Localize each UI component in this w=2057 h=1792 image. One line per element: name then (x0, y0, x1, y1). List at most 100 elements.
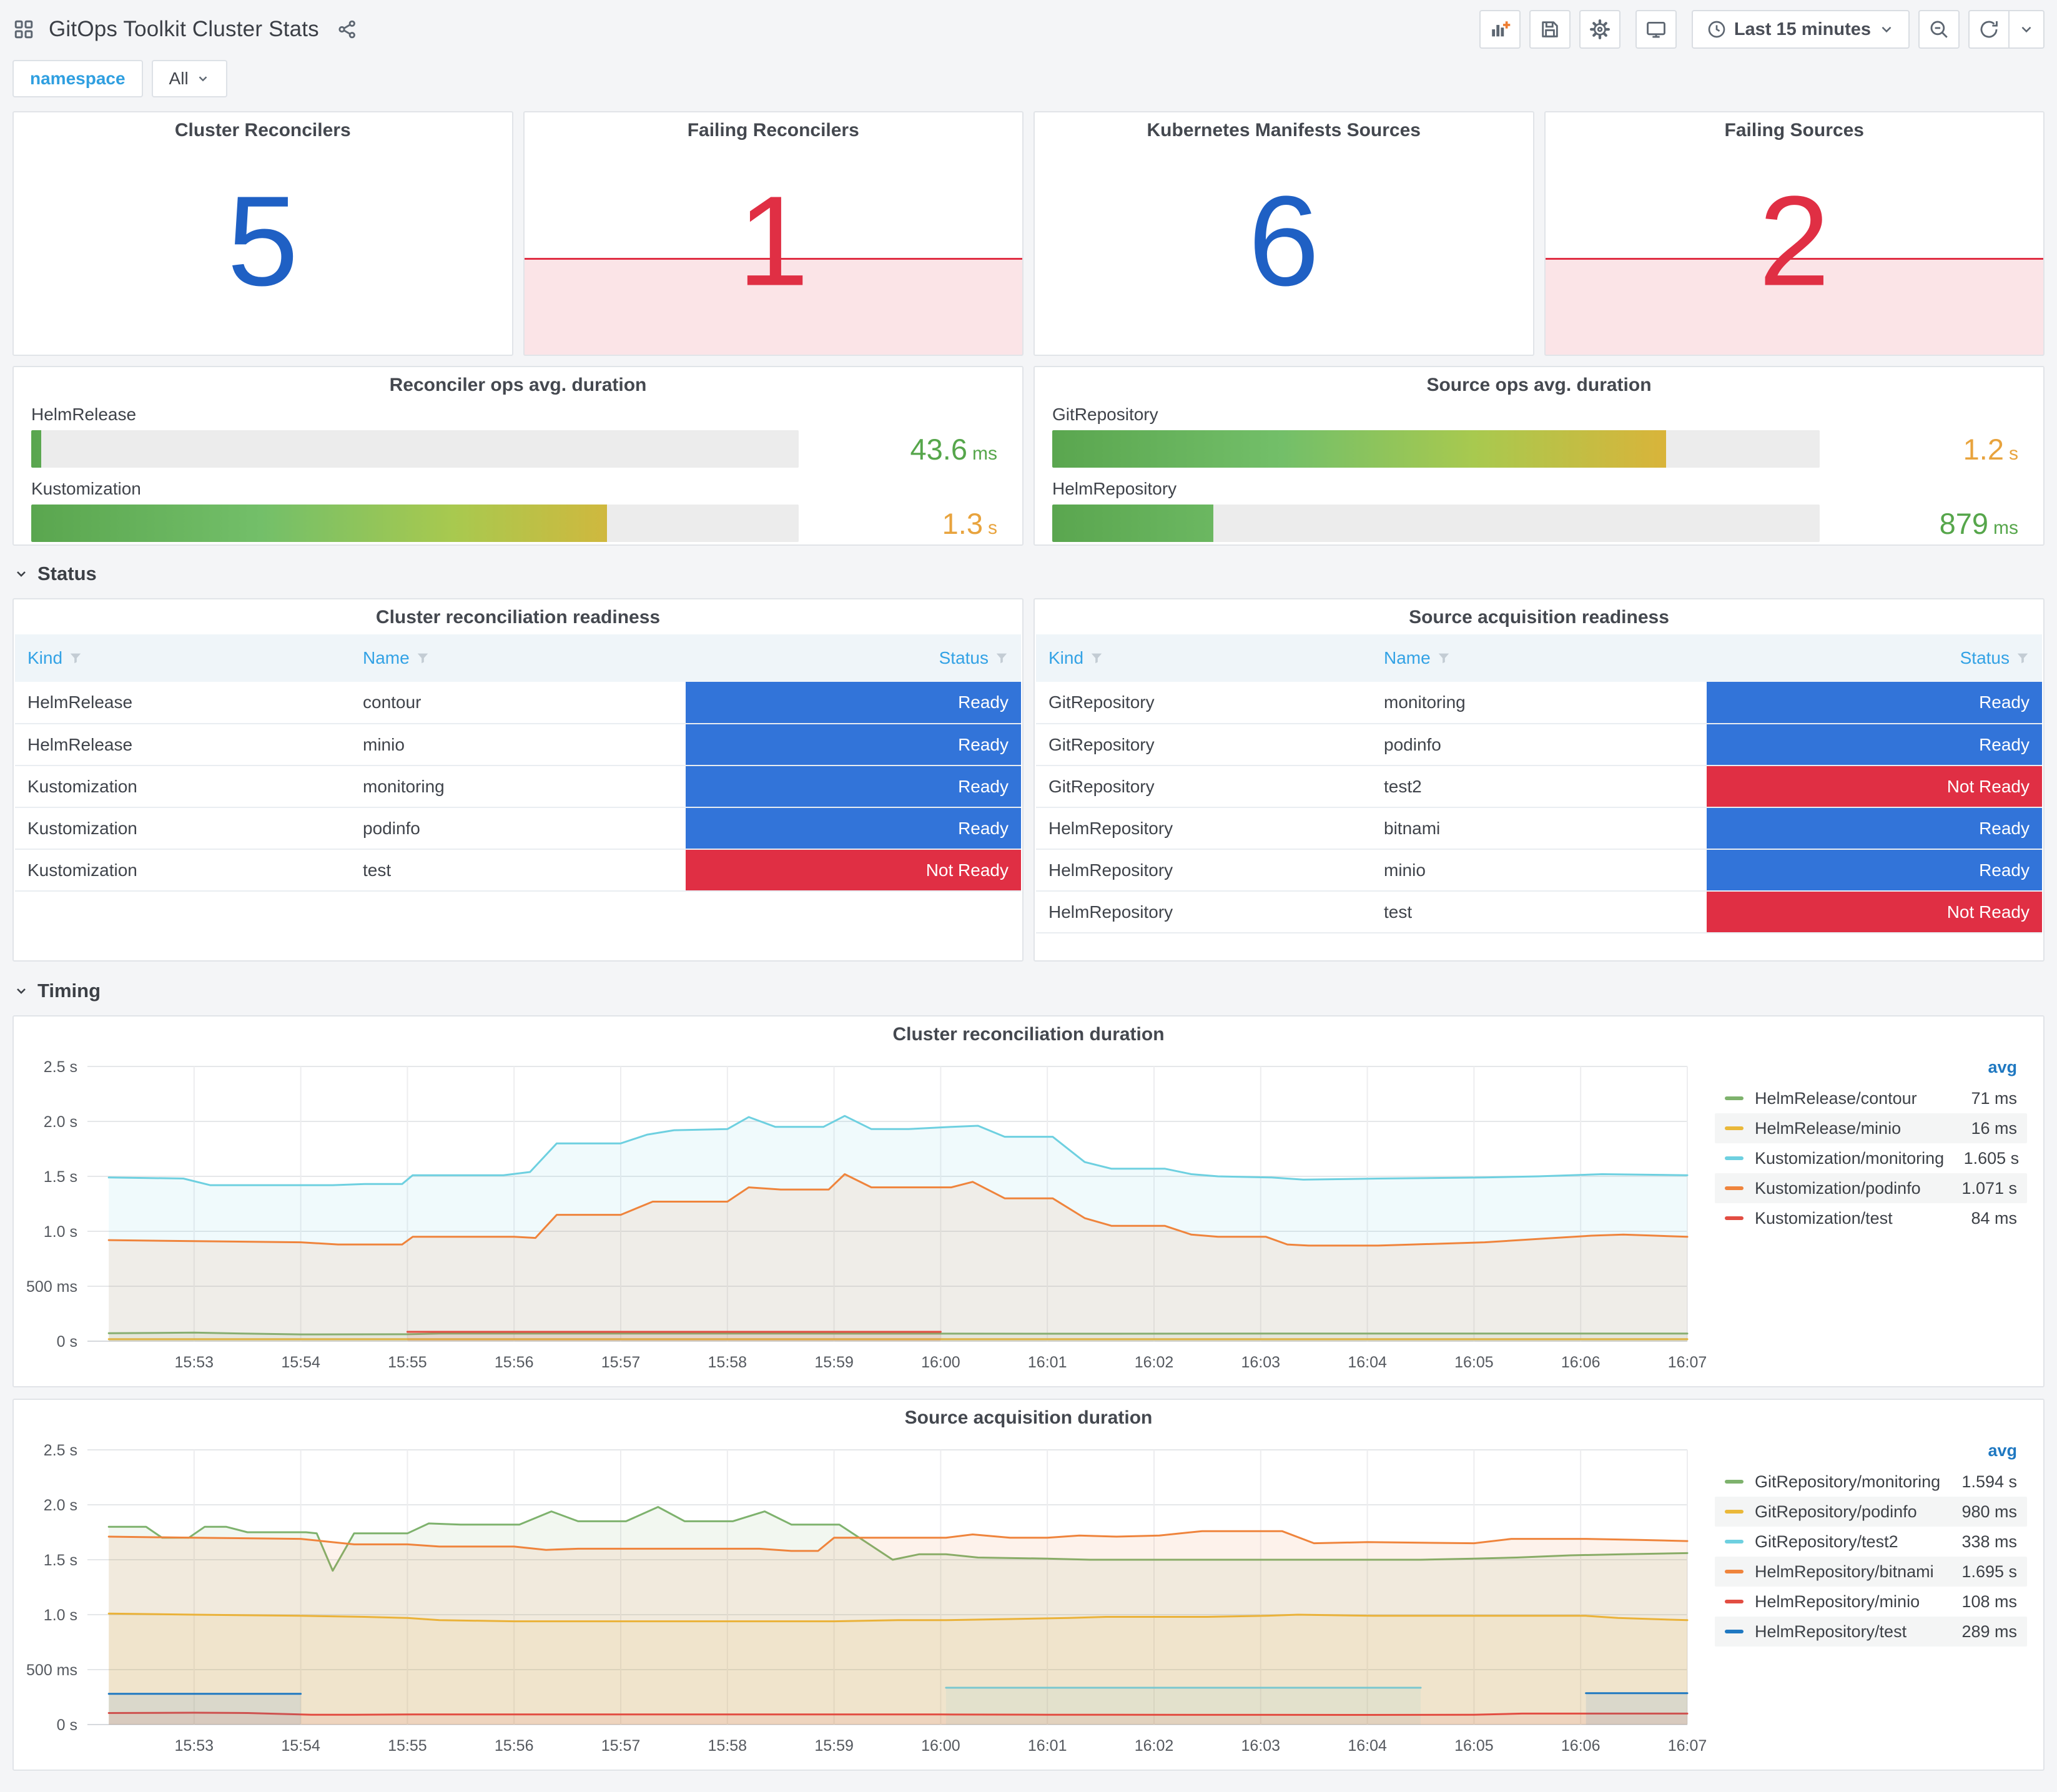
panel-title[interactable]: Kubernetes Manifests Sources (1147, 120, 1421, 140)
filter-funnel-icon[interactable] (1437, 651, 1451, 665)
alert-fill (1545, 257, 2043, 355)
svg-text:2.5 s: 2.5 s (44, 1058, 77, 1076)
legend-series-dash (1725, 1096, 1744, 1100)
bargauge-body: GitRepository 1.2 s HelmRepository 879 ms (1035, 367, 2043, 542)
filter-funnel-icon[interactable] (416, 651, 430, 665)
cell-name: contour (350, 682, 686, 724)
column-header-status[interactable]: Status (686, 634, 1021, 682)
stat-panel-failing-sources: Failing Sources 2 (1544, 111, 2045, 356)
legend-series-dash (1725, 1216, 1744, 1220)
bar-gauge-fill (1052, 430, 1667, 468)
legend-item-helmrepository-bitnami[interactable]: HelmRepository/bitnami 1.695 s (1715, 1557, 2027, 1587)
legend-series-avg: 108 ms (1961, 1592, 2017, 1611)
panel-title[interactable]: Source acquisition readiness (1409, 607, 1669, 628)
bar-gauge-value: 1.3 s (799, 506, 1005, 541)
chart-plot-area: 0 s 500 ms 1.0 s 1.5 s 2.0 s 2.5 s 15:53 15:54 1… (26, 1442, 1707, 1755)
cycle-view-mode-button[interactable] (1635, 10, 1677, 49)
svg-text:15:56: 15:56 (495, 1737, 534, 1755)
legend-item-kustomization-test[interactable]: Kustomization/test 84 ms (1715, 1203, 2027, 1233)
legend-item-helmrelease-contour[interactable]: HelmRelease/contour 71 ms (1715, 1083, 2027, 1113)
svg-text:15:55: 15:55 (388, 1354, 427, 1371)
filter-funnel-icon[interactable] (69, 651, 82, 665)
legend-series-avg: 71 ms (1971, 1088, 2017, 1108)
panel-title[interactable]: Source ops avg. duration (1426, 375, 1652, 395)
save-dashboard-button[interactable] (1529, 10, 1571, 49)
cell-status: Ready (686, 724, 1021, 766)
column-header-name[interactable]: Name (350, 634, 686, 682)
table-row: Kustomization monitoring Ready (15, 766, 1021, 808)
table-head: Kind Name Status (1036, 634, 2042, 682)
legend-item-gitrepository-podinfo[interactable]: GitRepository/podinfo 980 ms (1715, 1497, 2027, 1527)
legend-item-gitrepository-monitoring[interactable]: GitRepository/monitoring 1.594 s (1715, 1467, 2027, 1497)
section-status[interactable]: Status (14, 556, 2045, 592)
cell-name: minio (350, 724, 686, 766)
filter-funnel-icon[interactable] (2016, 651, 2030, 665)
svg-text:2.0 s: 2.0 s (44, 1113, 77, 1131)
status-badge: Not Ready (1707, 892, 2042, 932)
bar-gauge-fill-gradient (31, 430, 41, 468)
refresh-button[interactable] (1968, 10, 2010, 49)
zoom-out-button[interactable] (1918, 10, 1960, 49)
cell-status: Not Ready (686, 849, 1021, 892)
filter-funnel-icon[interactable] (1090, 651, 1103, 665)
share-icon[interactable] (337, 19, 358, 40)
cell-kind: HelmRelease (15, 724, 350, 766)
refresh-interval-dropdown[interactable] (2010, 10, 2045, 49)
panel-title[interactable]: Cluster reconciliation readiness (375, 607, 661, 628)
variable-value-dropdown[interactable]: All (151, 60, 227, 97)
legend-item-kustomization-podinfo[interactable]: Kustomization/podinfo 1.071 s (1715, 1173, 2027, 1203)
legend-avg-header[interactable]: avg (1988, 1441, 2017, 1460)
section-timing[interactable]: Timing (14, 973, 2045, 1009)
svg-text:15:54: 15:54 (281, 1737, 320, 1755)
panel-title[interactable]: Failing Sources (1724, 120, 1864, 140)
panel-title[interactable]: Cluster reconciliation duration (892, 1024, 1165, 1045)
bar-gauge-label: HelmRepository (1052, 479, 1177, 498)
legend-series-avg: 1.695 s (1961, 1562, 2017, 1581)
time-range-picker[interactable]: Last 15 minutes (1691, 10, 1910, 49)
cell-kind: HelmRepository (1036, 849, 1371, 892)
section-status-label: Status (37, 563, 97, 584)
svg-text:16:02: 16:02 (1135, 1737, 1174, 1755)
column-header-kind[interactable]: Kind (15, 634, 350, 682)
cell-kind: GitRepository (1036, 682, 1371, 724)
panel-title[interactable]: Failing Reconcilers (687, 120, 859, 140)
legend-series-dash (1725, 1156, 1744, 1160)
add-panel-button[interactable] (1479, 10, 1521, 49)
panel-title[interactable]: Cluster Reconcilers (174, 120, 351, 140)
legend-series-dash (1725, 1510, 1744, 1514)
legend-series-dash (1725, 1540, 1744, 1543)
bar-gauge-row-gitrepository: GitRepository 1.2 s (1052, 405, 2026, 468)
legend-item-gitrepository-test2[interactable]: GitRepository/test2 338 ms (1715, 1527, 2027, 1557)
stat-value: 6 (1248, 169, 1320, 313)
legend-item-helmrepository-test[interactable]: HelmRepository/test 289 ms (1715, 1617, 2027, 1647)
legend-item-kustomization-monitoring[interactable]: Kustomization/monitoring 1.605 s (1715, 1143, 2027, 1173)
clock-icon (1707, 19, 1727, 39)
legend-item-helmrepository-minio[interactable]: HelmRepository/minio 108 ms (1715, 1587, 2027, 1617)
status-badge: Ready (686, 766, 1021, 807)
legend-series-dash (1725, 1186, 1744, 1190)
dashboard-settings-button[interactable] (1579, 10, 1620, 49)
filter-funnel-icon[interactable] (995, 651, 1009, 665)
legend-series-avg: 16 ms (1971, 1118, 2017, 1138)
legend-series-name: HelmRelease/minio (1755, 1118, 1902, 1138)
save-icon (1539, 19, 1561, 40)
svg-text:16:00: 16:00 (921, 1354, 960, 1371)
column-header-kind[interactable]: Kind (1036, 634, 1371, 682)
table-head: Kind Name Status (15, 634, 1021, 682)
panel-title[interactable]: Reconciler ops avg. duration (389, 375, 647, 395)
bar-gauge-label: Kustomization (31, 479, 141, 498)
cell-status: Not Ready (1707, 766, 2042, 808)
svg-text:16:00: 16:00 (921, 1737, 960, 1755)
legend-avg-header[interactable]: avg (1988, 1058, 2017, 1076)
column-header-status[interactable]: Status (1707, 634, 2042, 682)
panel-title[interactable]: Source acquisition duration (904, 1407, 1153, 1428)
legend-item-helmrelease-minio[interactable]: HelmRelease/minio 16 ms (1715, 1113, 2027, 1143)
legend-series-name: HelmRepository/test (1755, 1622, 1907, 1641)
legend-series-avg: 1.594 s (1961, 1472, 2017, 1491)
table-panel-source-acquisition-readiness: Source acquisition readiness Kind Name Stat… (1033, 598, 2045, 962)
variable-label-namespace[interactable]: namespace (12, 60, 143, 97)
cell-status: Ready (686, 682, 1021, 724)
svg-text:16:01: 16:01 (1028, 1354, 1067, 1371)
column-header-name[interactable]: Name (1371, 634, 1707, 682)
table-row: Kustomization podinfo Ready (15, 807, 1021, 850)
